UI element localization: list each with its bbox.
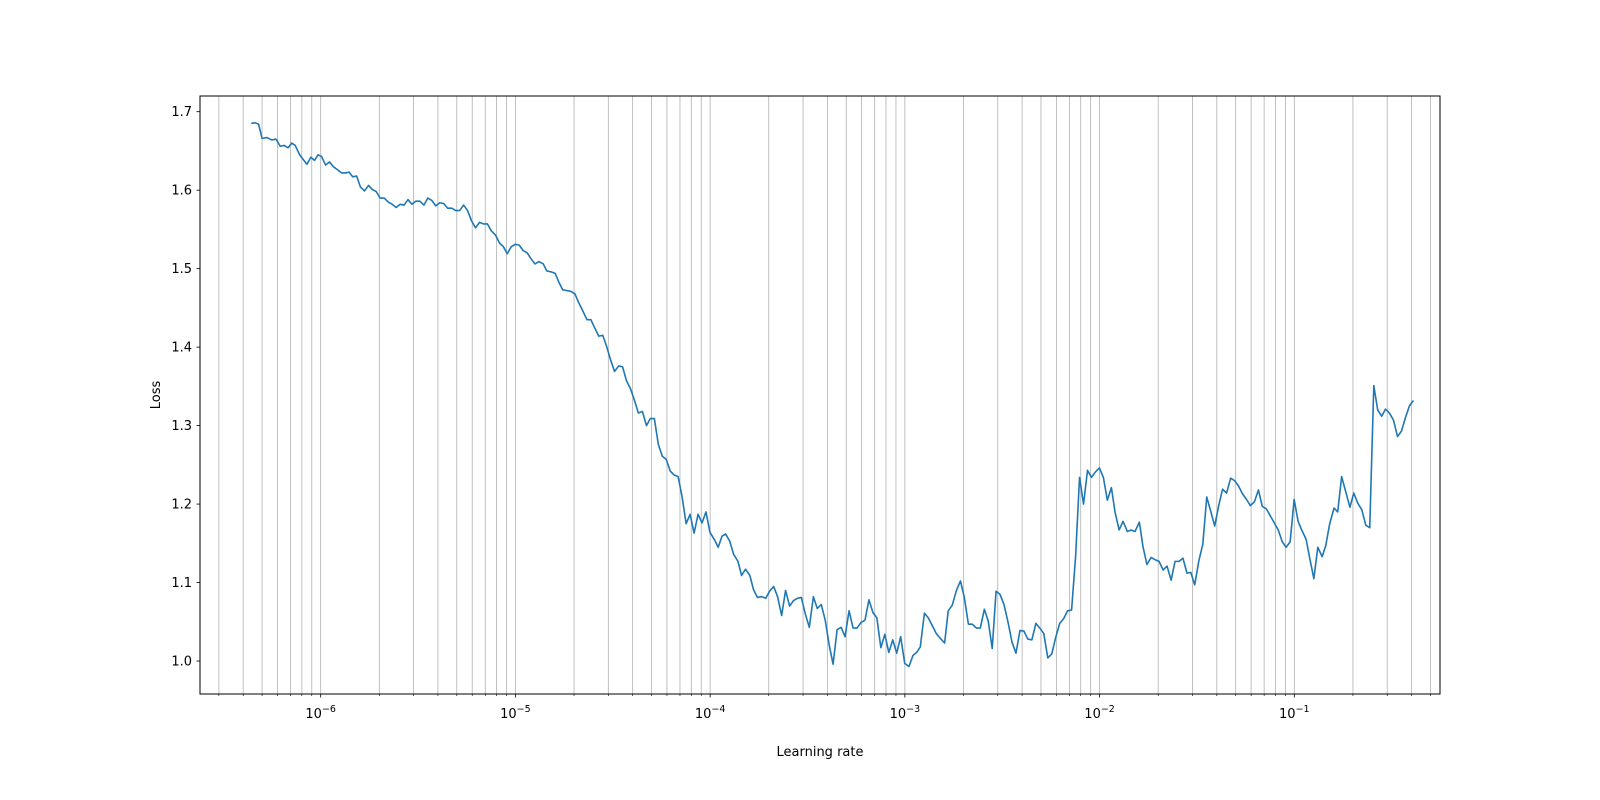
y-tick-label: 1.4: [171, 341, 192, 356]
x-tick-label: 10−4: [695, 704, 726, 722]
y-axis: 1.0 1.1 1.2 1.3 1.4 1.5 1.6 1.7: [171, 105, 200, 670]
loss-series-line: [251, 121, 1415, 668]
y-tick-label: 1.1: [171, 576, 192, 591]
plot-frame: [199, 95, 1441, 695]
x-axis: 10−6 10−5 10−4 10−3 10−2 10−1: [218, 694, 1431, 722]
vertical-grid: [218, 96, 1431, 694]
x-tick-label: 10−5: [500, 704, 531, 722]
x-tick-label: 10−2: [1084, 704, 1115, 722]
y-tick-label: 1.3: [171, 419, 192, 434]
x-axis-label: Learning rate: [777, 745, 864, 760]
y-tick-label: 1.0: [171, 655, 192, 670]
y-tick-label: 1.2: [171, 498, 192, 513]
x-tick-label: 10−3: [890, 704, 921, 722]
x-tick-label: 10−1: [1279, 704, 1310, 722]
x-tick-label: 10−6: [305, 704, 336, 722]
y-tick-label: 1.7: [171, 105, 192, 120]
y-axis-label: Loss: [149, 381, 164, 410]
series-layer: [251, 121, 1415, 668]
y-tick-label: 1.5: [171, 262, 192, 277]
y-tick-label: 1.6: [171, 184, 192, 199]
